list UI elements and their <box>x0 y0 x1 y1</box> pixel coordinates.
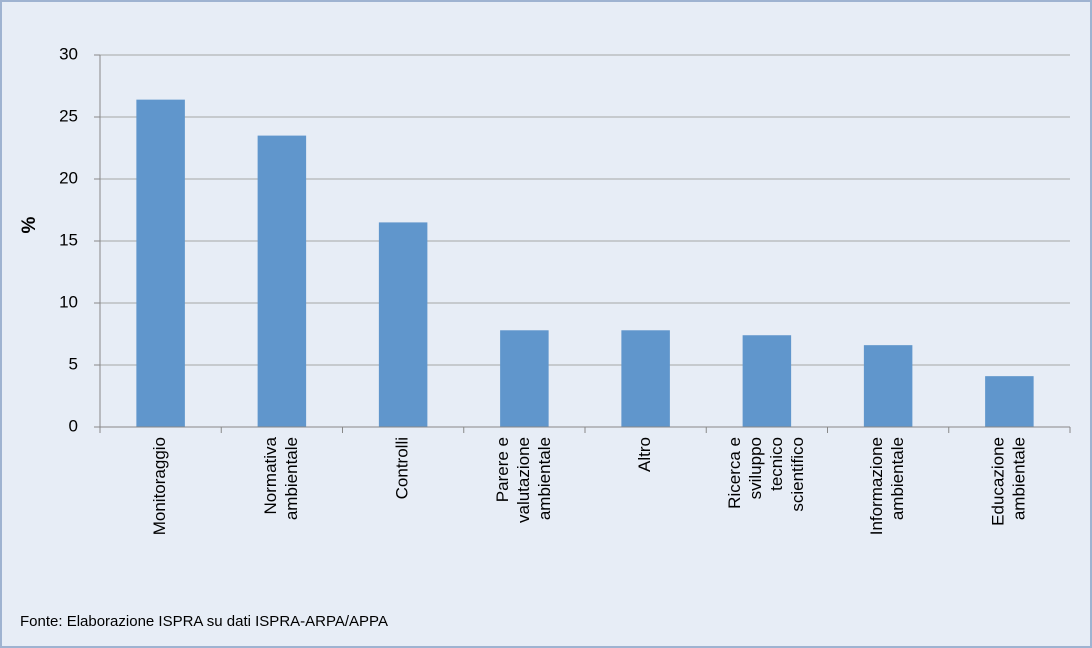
source: Fonte: Elaborazione ISPRA su dati ISPRA-… <box>20 613 388 630</box>
y-tick-label: 10 <box>59 292 78 311</box>
y-tick-label: 0 <box>69 416 78 435</box>
bar <box>621 330 670 427</box>
bar <box>500 330 549 427</box>
x-tick-label: ambientale <box>1009 437 1028 520</box>
x-tick-label: Altro <box>635 437 654 472</box>
x-tick-label: Normativa <box>261 436 280 514</box>
y-tick-label: 30 <box>59 44 78 63</box>
x-tick-label: valutazione <box>514 437 533 523</box>
x-tick-label: tecnico <box>767 437 786 491</box>
x-tick-label: ambientale <box>282 437 301 520</box>
x-tick-label: Parere e <box>493 437 512 502</box>
x-tick-label: Controlli <box>393 437 412 499</box>
y-axis-label: % <box>19 216 40 233</box>
x-tick-label: scientifico <box>788 437 807 512</box>
bar <box>985 376 1034 427</box>
y-tick-label: 5 <box>69 354 78 373</box>
bar <box>863 345 913 427</box>
y-tick-label: 20 <box>59 168 78 187</box>
x-tick-label: ambientale <box>535 437 554 520</box>
x-tick-label: Educazione <box>988 437 1007 526</box>
y-tick-label: 25 <box>59 106 78 125</box>
bar <box>136 99 185 427</box>
x-tick-label: Informazione <box>867 437 886 535</box>
bar <box>378 222 428 427</box>
bar <box>742 335 792 427</box>
x-tick-label: ambientale <box>888 437 907 520</box>
x-tick-label: sviluppo <box>746 437 765 499</box>
x-tick-label: Ricerca e <box>725 437 744 509</box>
x-tick-label: Monitoraggio <box>150 437 169 535</box>
bar <box>257 135 307 427</box>
y-tick-label: 15 <box>59 230 78 249</box>
